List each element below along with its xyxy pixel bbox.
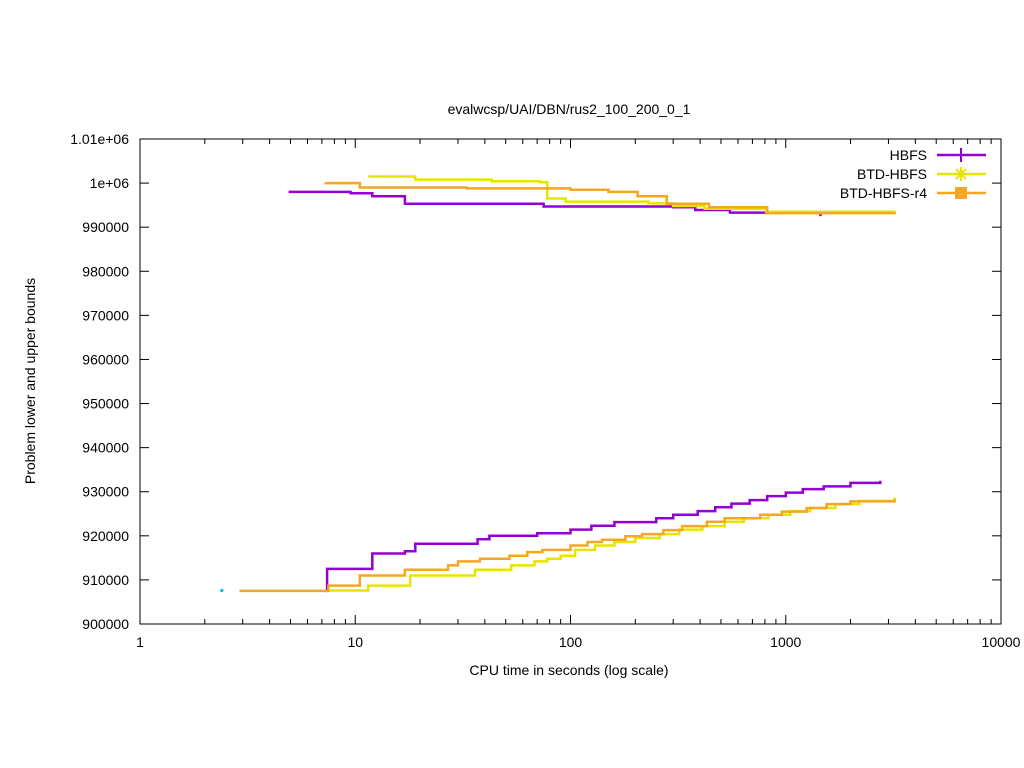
legend: HBFS BTD-HBFS BTD-HBFS-r4: [840, 147, 986, 201]
y-tick-label: 900000: [82, 616, 129, 632]
y-tick-label: 970000: [82, 307, 129, 323]
legend-label-hbfs: HBFS: [890, 147, 927, 163]
series-layer: [220, 175, 896, 593]
y-tick-label: 940000: [82, 440, 129, 456]
series-btd-hbfs-r4-lower-bound: [239, 499, 896, 593]
x-tick-label: 100: [559, 634, 583, 650]
x-tick-label: 1: [136, 634, 144, 650]
y-tick-label: 960000: [82, 351, 129, 367]
y-tick-label: 920000: [82, 528, 129, 544]
series-hbfs-upper-bound: [288, 190, 799, 214]
series-hbfs-lower-bound: [325, 480, 882, 593]
legend-marker-btd-hbfs-r4: [955, 187, 967, 199]
x-tick-label: 10000: [982, 634, 1021, 650]
y-tick-label: 1.01e+06: [70, 131, 129, 147]
y-axis: 900000 910000 920000 930000 940000 950000 9600…: [70, 131, 1001, 632]
series-btd-hbfs-upper-bound: [368, 175, 896, 214]
legend-label-btd-hbfs: BTD-HBFS: [857, 166, 927, 182]
chart-title: evalwcsp/UAI/DBN/rus2_100_200_0_1: [448, 101, 691, 117]
x-tick-label: 10: [347, 634, 363, 650]
legend-label-btd-hbfs-r4: BTD-HBFS-r4: [840, 185, 927, 201]
series-btd-hbfs-r4-upper-bound: [324, 181, 896, 215]
x-axis-label: CPU time in seconds (log scale): [469, 662, 668, 678]
y-tick-label: 1e+06: [90, 175, 130, 191]
y-axis-label: Problem lower and upper bounds: [22, 278, 38, 484]
y-tick-label: 990000: [82, 219, 129, 235]
y-tick-label: 910000: [82, 572, 129, 588]
legend-marker-btd-hbfs: [954, 167, 968, 181]
series-btd-hbfs-lower-bound: [328, 497, 896, 592]
data-point: [220, 588, 224, 592]
y-tick-label: 980000: [82, 263, 129, 279]
y-tick-label: 930000: [82, 484, 129, 500]
y-tick-label: 950000: [82, 396, 129, 412]
x-axis: 1 10 100 1000 10000: [136, 139, 1021, 650]
legend-marker-hbfs: [954, 148, 968, 162]
x-tick-label: 1000: [770, 634, 801, 650]
